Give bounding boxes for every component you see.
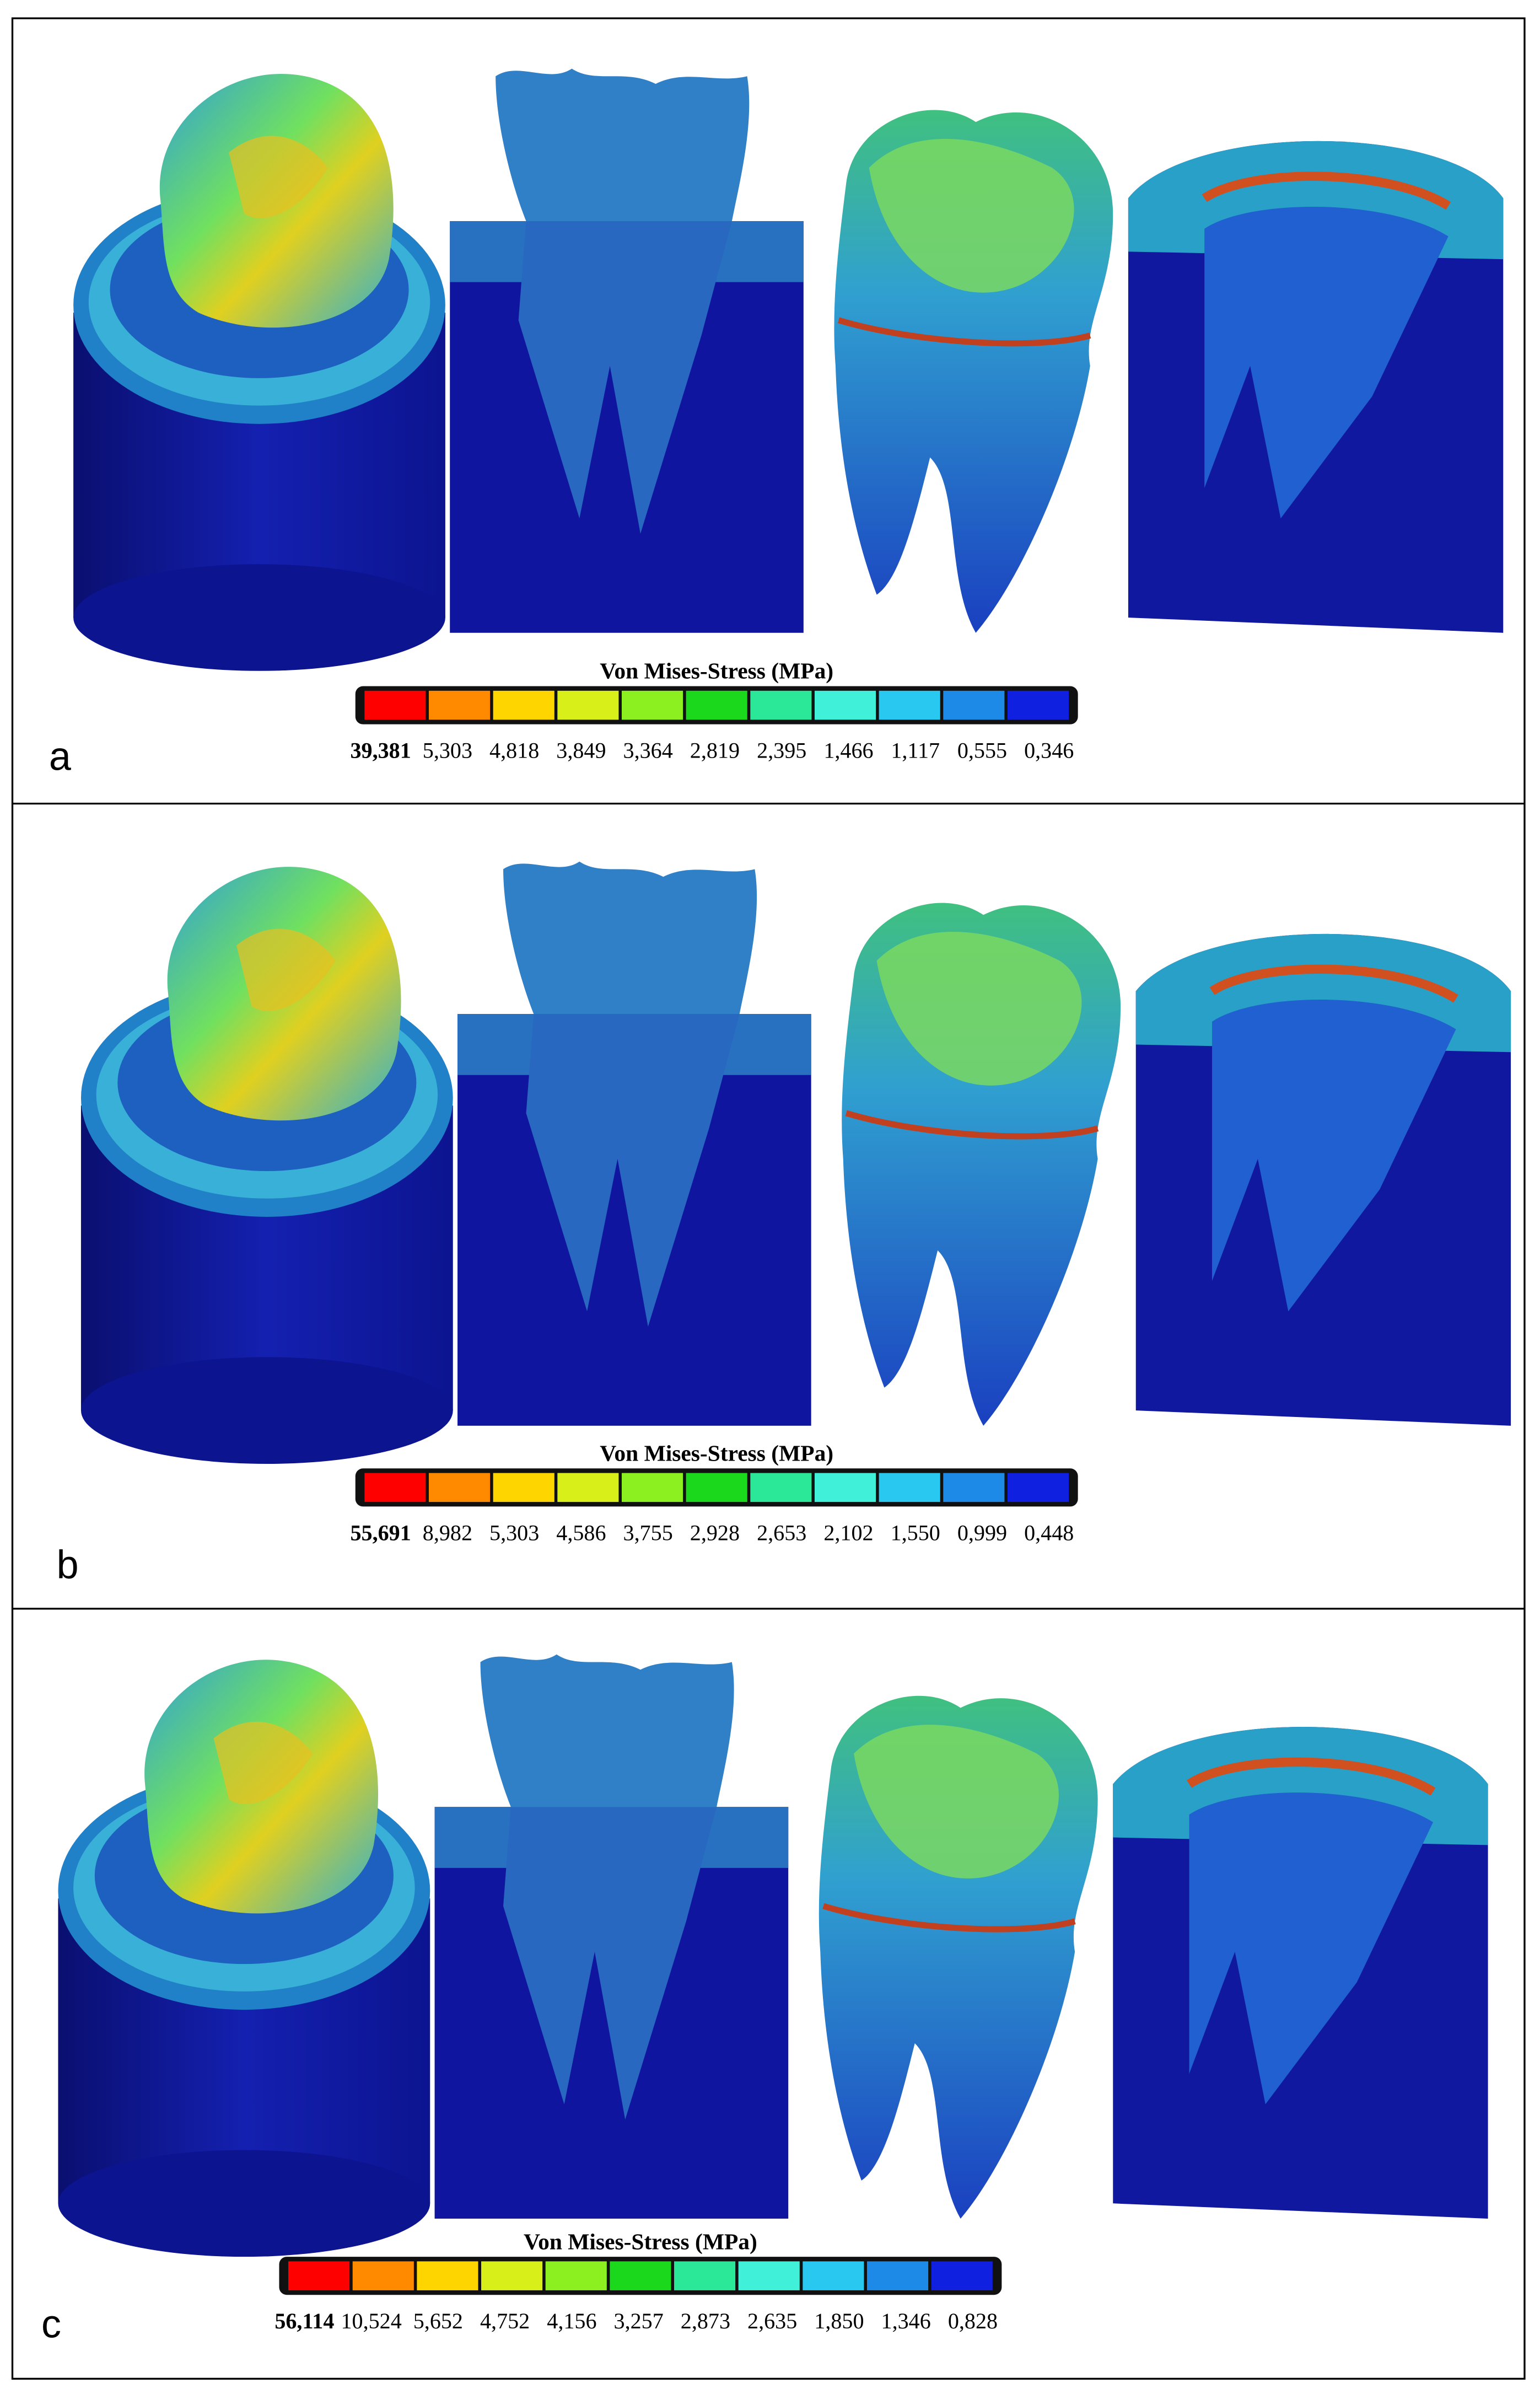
legend-swatch xyxy=(879,1473,940,1502)
legend-swatch xyxy=(429,1473,491,1502)
panel-label: b xyxy=(57,1543,79,1587)
legend-swatch xyxy=(493,690,554,720)
legend-value: 39,381 xyxy=(351,738,411,763)
legend-value: 4,752 xyxy=(480,2309,530,2333)
legend-value: 10,524 xyxy=(341,2309,401,2333)
legend-value: 3,364 xyxy=(623,738,673,763)
legend-swatch xyxy=(1007,690,1069,720)
legend-swatch xyxy=(814,1473,876,1502)
legend-swatch xyxy=(803,2261,864,2290)
legend-value: 0,828 xyxy=(948,2309,998,2333)
legend-value: 0,346 xyxy=(1024,738,1074,763)
legend-swatch xyxy=(686,1473,747,1502)
legend-value: 4,818 xyxy=(489,738,539,763)
legend-swatch xyxy=(750,690,812,720)
legend-swatch xyxy=(364,690,426,720)
legend-swatch xyxy=(738,2261,800,2290)
legend-swatch xyxy=(417,2261,478,2290)
legend-value: 56,114 xyxy=(274,2309,334,2333)
panel-label: a xyxy=(49,735,71,779)
legend-title: Von Mises-Stress (MPa) xyxy=(524,2229,757,2255)
legend-value: 2,395 xyxy=(757,738,806,763)
legend-value: 5,303 xyxy=(423,738,472,763)
legend-value: 2,635 xyxy=(747,2309,797,2333)
legend-value: 2,653 xyxy=(757,1520,806,1545)
legend-value: 2,873 xyxy=(681,2309,730,2333)
legend-swatch xyxy=(621,1473,683,1502)
legend-value: 5,652 xyxy=(413,2309,463,2333)
legend-swatch xyxy=(610,2261,671,2290)
legend-value: 2,102 xyxy=(823,1520,873,1545)
legend-value: 0,999 xyxy=(957,1520,1007,1545)
legend-swatch xyxy=(557,1473,619,1502)
legend-swatch xyxy=(943,690,1005,720)
legend-swatch xyxy=(943,1473,1005,1502)
legend-value: 8,982 xyxy=(423,1520,472,1545)
panel-label: c xyxy=(41,2302,61,2347)
legend-swatch xyxy=(674,2261,736,2290)
legend-swatch xyxy=(429,690,491,720)
legend-swatch xyxy=(686,690,747,720)
legend-value: 3,755 xyxy=(623,1520,673,1545)
legend-value: 3,257 xyxy=(614,2309,664,2333)
legend-swatch xyxy=(288,2261,350,2290)
legend-swatch xyxy=(814,690,876,720)
legend-swatch xyxy=(364,1473,426,1502)
legend-value: 1,117 xyxy=(891,738,940,763)
legend-value: 4,156 xyxy=(547,2309,596,2333)
legend-value: 1,346 xyxy=(881,2309,931,2333)
legend-value: 2,928 xyxy=(690,1520,740,1545)
legend-swatch xyxy=(481,2261,543,2290)
legend-swatch xyxy=(866,2261,929,2290)
legend-value: 0,555 xyxy=(957,738,1007,763)
legend-swatch xyxy=(493,1473,554,1502)
legend-value: 55,691 xyxy=(351,1520,411,1545)
legend-swatch xyxy=(621,690,683,720)
legend-value: 4,586 xyxy=(556,1520,606,1545)
legend-value: 2,819 xyxy=(690,738,740,763)
legend-swatch xyxy=(545,2261,607,2290)
legend-value: 3,849 xyxy=(556,738,606,763)
legend-value: 0,448 xyxy=(1024,1520,1074,1545)
legend-title: Von Mises-Stress (MPa) xyxy=(600,658,833,684)
legend-swatch xyxy=(1007,1473,1069,1502)
legend-swatch xyxy=(879,690,940,720)
legend-swatch xyxy=(352,2261,414,2290)
legend-value: 5,303 xyxy=(489,1520,539,1545)
legend-value: 1,466 xyxy=(823,738,873,763)
legend-value: 1,550 xyxy=(891,1520,940,1545)
legend-title: Von Mises-Stress (MPa) xyxy=(600,1440,833,1466)
legend-swatch xyxy=(750,1473,812,1502)
legend-swatch xyxy=(557,690,619,720)
legend-value: 1,850 xyxy=(814,2309,864,2333)
legend-swatch xyxy=(931,2261,993,2290)
